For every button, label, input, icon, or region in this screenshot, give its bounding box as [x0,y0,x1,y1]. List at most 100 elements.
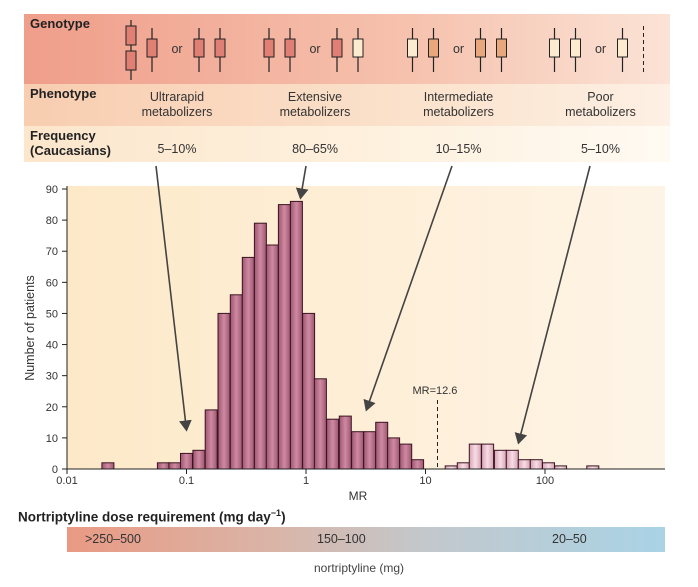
genotype-label: Genotype [30,16,90,31]
functional-allele-icon [125,25,137,46]
histogram-bar [253,222,267,470]
histogram-bar [302,312,316,470]
x-tick-label: 1 [303,475,309,487]
reduced-allele-icon [475,38,486,58]
y-tick-label: 30 [46,371,58,383]
genotype-cell: or [125,20,226,80]
frequency-ultrarapid: 5–10% [157,142,197,156]
or-label: or [171,42,182,56]
histogram-bar [351,431,365,470]
frequency-intermediate: 10–15% [435,142,482,156]
y-tick-label: 50 [46,308,58,320]
histogram-bar [156,462,170,470]
dose-low-label: 20–50 [552,532,587,546]
histogram-bar [192,449,206,470]
frequency-row: Frequency (Caucasians) 5–10% 80–65% 10–15… [24,126,670,162]
functional-allele-icon [193,38,205,58]
histogram-bar [229,294,243,470]
histogram-bar [101,462,115,470]
reduced-allele-icon [428,38,439,58]
histogram-bar [168,462,182,470]
nonfunctional-allele-icon [549,38,560,58]
dose-high-label: >250–500 [85,532,141,546]
y-axis-label: Number of patients [23,275,37,381]
x-tick-label: 100 [536,475,554,487]
phenotype-arrow [155,165,192,432]
genotype-cell: or [407,28,507,72]
x-tick-label: 0.1 [179,475,194,487]
histogram-bar [277,204,291,470]
or-label: or [453,42,464,56]
mr-histogram: 0 10 20 30 40 50 60 70 80 90 0.01 0.1 1 10 100 Number … [23,165,665,503]
functional-allele-icon [146,38,158,58]
nonfunctional-allele-icon [617,38,628,58]
histogram-bar [456,462,470,470]
phenotype-intermediate: Intermediate metabolizers [423,90,494,119]
frequency-label: Frequency (Caucasians) [30,128,111,158]
histogram-bar [363,431,377,470]
x-tick-label: 0.01 [56,475,77,487]
histogram-bar [313,378,327,470]
histogram-bar [326,418,340,470]
histogram-bar [241,256,255,470]
functional-allele-icon [125,50,137,71]
phenotype-extensive: Extensive metabolizers [279,90,351,119]
nonfunctional-allele-icon [352,38,364,58]
frequency-extensive: 80–65% [292,142,338,156]
y-tick-label: 60 [46,277,58,289]
y-tick-label: 40 [46,340,58,352]
phenotype-arrow [514,165,591,445]
phenotype-label: Phenotype [30,86,97,101]
histogram-bar [289,200,303,470]
histogram-bar [399,443,413,470]
genotype-row: Genotype or or or or [24,14,670,84]
phenotype-arrow [363,165,453,412]
dose-title: Nortriptyline dose requirement (mg day−1… [18,508,286,525]
genotype-cell: or [263,28,364,72]
or-label: or [595,42,606,56]
y-tick-label: 10 [46,433,58,445]
phenotype-arrow [295,165,309,200]
dose-gradient-bar: >250–500 150–100 20–50 [67,527,665,552]
dose-unit-label: nortriptyline (mg) [313,561,405,575]
genotype-cell: or [549,26,644,74]
functional-allele-icon [214,38,226,58]
functional-allele-icon [284,38,296,58]
histogram-bar [217,312,231,470]
histogram-bar [204,409,218,470]
nonfunctional-allele-icon [570,38,581,58]
y-tick-label: 70 [46,246,58,258]
histogram-bar [529,459,543,470]
histogram-bar [468,443,482,470]
y-tick-label: 0 [52,464,58,476]
histogram-bar [505,449,519,470]
reduced-allele-icon [496,38,507,58]
histogram-bar [338,415,352,470]
x-axis-label: MR [349,489,368,503]
histogram-bar [517,459,531,470]
y-tick-label: 20 [46,402,58,414]
dose-mid-label: 150–100 [317,532,366,546]
genotype-diagrams: or or or or [125,20,644,80]
y-tick-label: 80 [46,215,58,227]
histogram-bar [411,459,425,470]
histogram-bar [542,462,555,470]
plot-background [67,186,665,469]
functional-allele-icon [331,38,343,58]
x-tick-label: 10 [419,475,431,487]
histogram-bar [180,452,193,470]
frequency-poor: 5–10% [581,142,620,156]
y-tick-label: 90 [46,184,58,196]
histogram-bar [375,421,389,470]
nonfunctional-allele-icon [407,38,418,58]
phenotype-row: Phenotype Ultrarapid metabolizers Extensi… [24,84,670,126]
phenotype-ultrarapid: Ultrarapid metabolizers [141,90,213,119]
histogram-bar [265,244,279,470]
histogram-bar [387,437,401,470]
functional-allele-icon [263,38,275,58]
histogram-bar [481,443,495,470]
histogram-bar [493,449,507,470]
or-label: or [309,42,320,56]
threshold-label: MR=12.6 [412,385,457,397]
phenotype-poor: Poor metabolizers [565,90,636,119]
